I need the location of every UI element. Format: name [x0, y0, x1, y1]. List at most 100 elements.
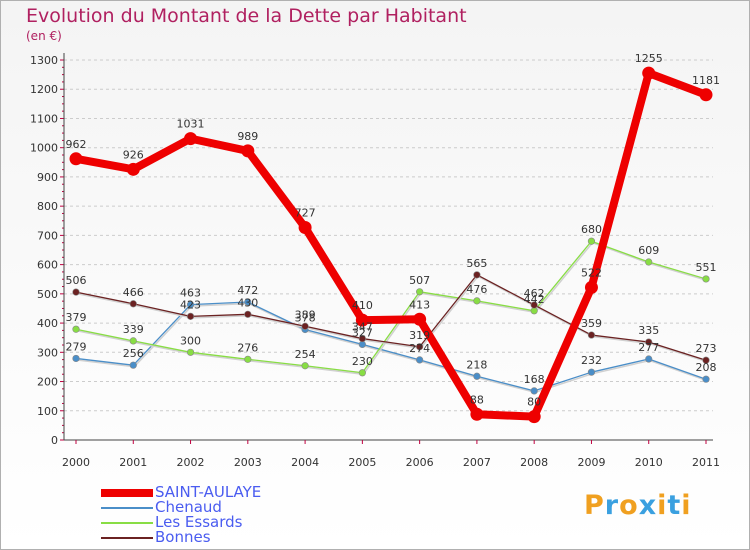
- data-point: [470, 407, 484, 421]
- data-point: [129, 300, 137, 308]
- data-point: [416, 343, 424, 351]
- x-tick-label: 2003: [234, 456, 262, 469]
- data-point: [699, 88, 713, 102]
- data-point: [72, 288, 80, 296]
- data-label: 989: [237, 130, 258, 143]
- data-point: [355, 313, 369, 327]
- data-point: [642, 66, 656, 80]
- data-label: 319: [409, 329, 430, 342]
- x-tick-label: 2005: [348, 456, 376, 469]
- data-point: [527, 410, 541, 424]
- data-point: [244, 355, 252, 363]
- data-label: 256: [123, 347, 144, 360]
- data-label: 300: [180, 334, 201, 347]
- data-label: 88: [470, 393, 484, 406]
- y-tick-label: 1300: [30, 54, 58, 67]
- data-label: 727: [295, 206, 316, 219]
- legend-swatch: [101, 537, 153, 539]
- x-tick-label: 2008: [520, 456, 548, 469]
- data-label: 379: [66, 311, 87, 324]
- data-point: [186, 301, 195, 309]
- logo-letter: i: [681, 490, 692, 521]
- data-point: [702, 375, 710, 383]
- logo-letter: r: [604, 490, 620, 521]
- data-point: [702, 356, 710, 364]
- data-label: 230: [352, 355, 373, 368]
- data-label: 254: [295, 348, 316, 361]
- y-tick-label: 100: [37, 405, 58, 418]
- y-tick-label: 600: [37, 259, 58, 272]
- data-label: 430: [237, 296, 258, 309]
- legend-label: Bonnes: [155, 528, 211, 546]
- x-tick-label: 2002: [177, 456, 205, 469]
- chart-subtitle: (en €): [26, 29, 62, 43]
- series-line-bonnes: [75, 274, 707, 361]
- legend-label: Les Essards: [155, 513, 243, 531]
- data-label: 926: [123, 148, 144, 161]
- x-tick-label: 2006: [406, 456, 434, 469]
- data-point: [186, 348, 195, 356]
- data-label: 962: [66, 138, 87, 151]
- data-label: 1255: [635, 52, 663, 65]
- x-tick-label: 2004: [291, 456, 319, 469]
- series-shadow: [76, 241, 708, 376]
- legend-swatch: [101, 489, 153, 497]
- data-label: 476: [466, 283, 487, 296]
- data-label: 339: [123, 323, 144, 336]
- data-point: [416, 288, 424, 296]
- y-tick-label: 400: [37, 317, 58, 330]
- data-label: 565: [466, 257, 487, 270]
- data-point: [298, 220, 312, 234]
- data-labels: 962 926 1031 989 727 410 413 88 80 522 1255 1181 279…: [66, 52, 721, 408]
- x-tick-label: 2010: [635, 456, 663, 469]
- data-label: 472: [237, 284, 258, 297]
- data-point: [358, 369, 366, 377]
- data-label: 218: [466, 358, 487, 371]
- data-label: 279: [66, 340, 87, 353]
- grid: [64, 59, 713, 412]
- data-point: [416, 356, 424, 364]
- data-point: [645, 338, 653, 346]
- data-point: [129, 361, 137, 369]
- data-point: [301, 322, 309, 330]
- x-tick-label: 2001: [119, 456, 147, 469]
- data-label: 389: [295, 308, 316, 321]
- data-point: [72, 354, 80, 363]
- data-label: 347: [352, 321, 373, 334]
- data-point: [413, 312, 427, 326]
- data-label: 423: [180, 298, 201, 311]
- logo-letter: t: [667, 490, 682, 521]
- data-point: [244, 298, 252, 306]
- y-tick-label: 1000: [30, 142, 58, 155]
- logo-letter: P: [584, 490, 605, 521]
- chart-title: Evolution du Montant de la Dette par Hab…: [26, 5, 467, 27]
- x-tick-label: 2007: [463, 456, 491, 469]
- data-label: 410: [352, 299, 373, 312]
- data-label: 466: [123, 286, 144, 299]
- y-tick-label: 0: [51, 434, 58, 447]
- data-label: 378: [295, 312, 316, 325]
- series-lines: [69, 66, 713, 424]
- data-label: 335: [638, 324, 659, 337]
- series-shadow: [76, 275, 708, 363]
- data-label: 506: [66, 274, 87, 287]
- y-tick-label: 200: [37, 376, 58, 389]
- data-point: [587, 368, 596, 376]
- y-tick-label: 1200: [30, 83, 58, 96]
- data-point: [530, 301, 538, 309]
- data-point: [530, 387, 538, 395]
- data-point: [587, 331, 596, 339]
- logo-letter: o: [619, 490, 639, 521]
- data-label: 680: [581, 223, 602, 236]
- data-point: [72, 325, 80, 333]
- data-label: 359: [581, 317, 602, 330]
- series-line-chenaud: [75, 301, 707, 392]
- data-point: [587, 237, 596, 245]
- data-point: [69, 152, 83, 166]
- y-tick-label: 900: [37, 171, 58, 184]
- y-tick-label: 500: [37, 288, 58, 301]
- legend-label: SAINT-AULAYE: [155, 483, 262, 501]
- data-point: [301, 362, 309, 370]
- data-label: 462: [524, 287, 545, 300]
